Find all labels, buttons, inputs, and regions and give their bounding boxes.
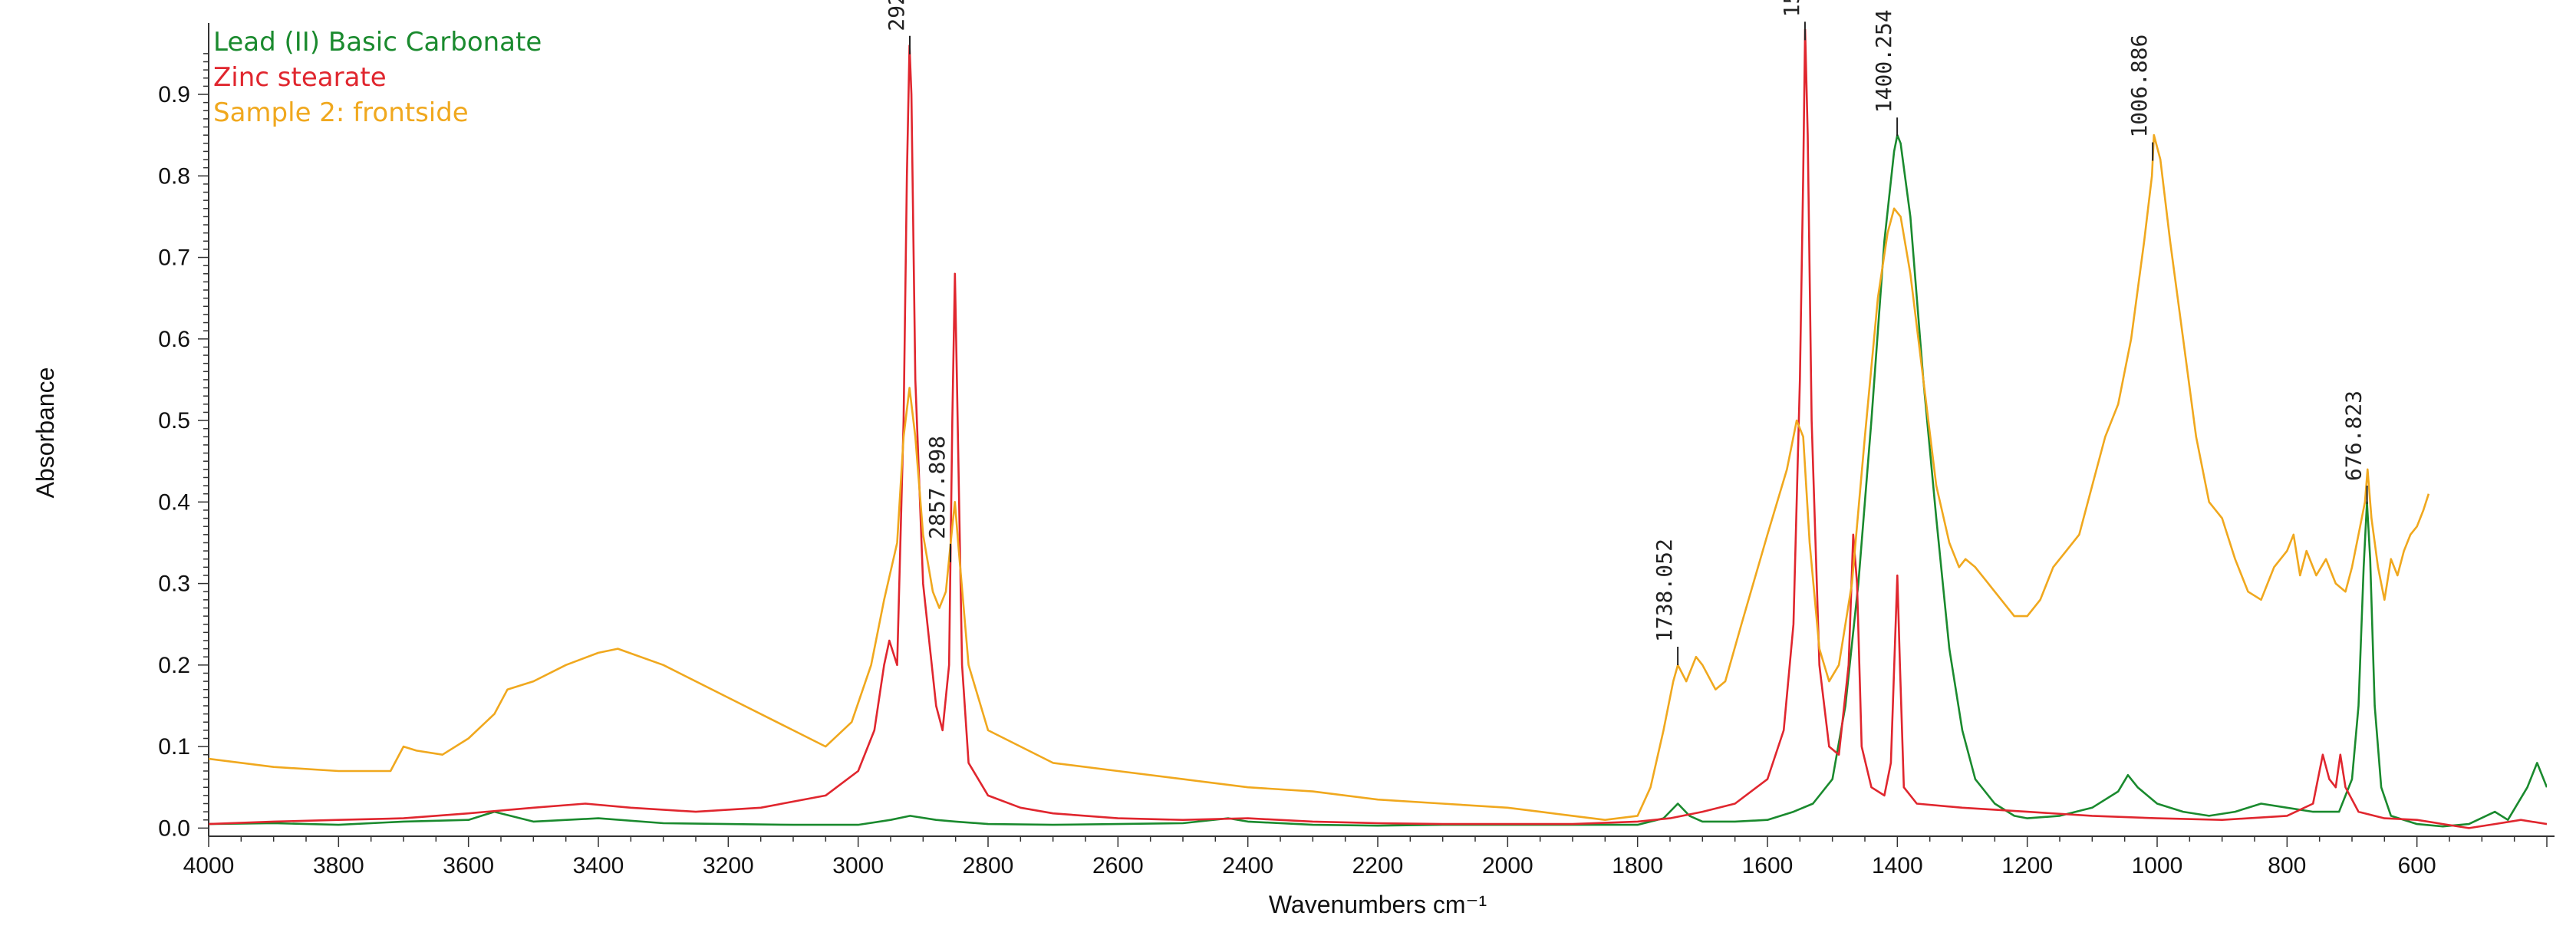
peak-label: 676.823 — [2341, 391, 2367, 481]
x-axis-title: Wavenumbers cm⁻¹ — [1269, 891, 1487, 918]
legend-entry-0: Lead (II) Basic Carbonate — [213, 27, 542, 58]
x-tick-label: 1800 — [1612, 853, 1663, 878]
x-tick-label: 3600 — [443, 853, 494, 878]
y-axis-title: Absorbance — [31, 367, 59, 499]
x-tick-label: 2400 — [1222, 853, 1273, 878]
y-tick-label: 0.3 — [158, 572, 190, 597]
x-tick-label: 1600 — [1742, 853, 1794, 878]
peak-label: 1006.886 — [2126, 35, 2152, 138]
y-tick-label: 0.6 — [158, 327, 190, 352]
y-tick-label: 0.9 — [158, 82, 190, 107]
peak-label: 1542.225 — [1779, 0, 1804, 17]
x-tick-label: 2800 — [963, 853, 1014, 878]
peak-label: 1400.254 — [1871, 9, 1896, 113]
x-tick-label: 3000 — [832, 853, 884, 878]
series-layer — [209, 29, 2547, 829]
y-tick-label: 0.1 — [158, 734, 190, 760]
peak-labels: 2920.459 2857.898 1738.052 1542.225 1400.254… — [884, 0, 2368, 666]
x-tick-label: 3200 — [703, 853, 754, 878]
x-tick-label: 3400 — [573, 853, 624, 878]
axes: 4000 3800 3600 3400 3200 3000 2800 2600 2400 2200… — [158, 23, 2555, 878]
y-tick-label: 0.7 — [158, 246, 190, 271]
y-tick-label: 0.4 — [158, 489, 190, 515]
x-tick-label: 4000 — [183, 853, 235, 878]
x-tick-label: 2600 — [1092, 853, 1144, 878]
legend-entry-2: Sample 2: frontside — [213, 97, 469, 128]
x-tick-label: 2200 — [1352, 853, 1404, 878]
legend-entry-1: Zinc stearate — [213, 62, 387, 93]
peak-label: 2857.898 — [924, 436, 950, 539]
peak-label: 2920.459 — [884, 0, 909, 31]
peak-label: 1738.052 — [1652, 539, 1677, 642]
y-tick-label: 0.5 — [158, 408, 190, 433]
y-tick-label: 0.8 — [158, 163, 190, 189]
x-tick-label: 1200 — [2001, 853, 2053, 878]
legend: Lead (II) Basic Carbonate Zinc stearate Sa… — [213, 27, 542, 128]
series-line-0 — [209, 133, 2547, 828]
x-tick-label: 2000 — [1482, 853, 1533, 878]
series-line-1 — [209, 29, 2547, 829]
x-tick-label: 1000 — [2132, 853, 2183, 878]
x-tick-label: 3800 — [313, 853, 364, 878]
x-tick-label: 800 — [2268, 853, 2306, 878]
x-tick-label: 600 — [2398, 853, 2436, 878]
series-line-2 — [209, 133, 2430, 821]
x-tick-label: 1400 — [1872, 853, 1923, 878]
y-tick-label: 0.0 — [158, 816, 190, 841]
y-tick-label: 0.2 — [158, 653, 190, 678]
